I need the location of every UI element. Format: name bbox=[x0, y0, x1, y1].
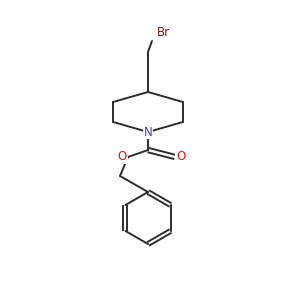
Text: Br: Br bbox=[157, 26, 170, 40]
Text: O: O bbox=[176, 151, 186, 164]
Text: N: N bbox=[144, 125, 152, 139]
Text: O: O bbox=[117, 151, 127, 164]
